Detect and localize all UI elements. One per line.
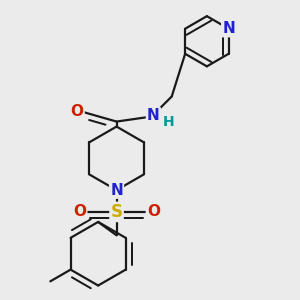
- Text: H: H: [163, 115, 174, 129]
- Text: N: N: [110, 183, 123, 198]
- Text: O: O: [73, 204, 86, 219]
- Text: S: S: [110, 203, 122, 221]
- Text: N: N: [222, 21, 235, 36]
- Text: N: N: [147, 108, 160, 123]
- Text: O: O: [70, 104, 84, 119]
- Text: O: O: [147, 204, 160, 219]
